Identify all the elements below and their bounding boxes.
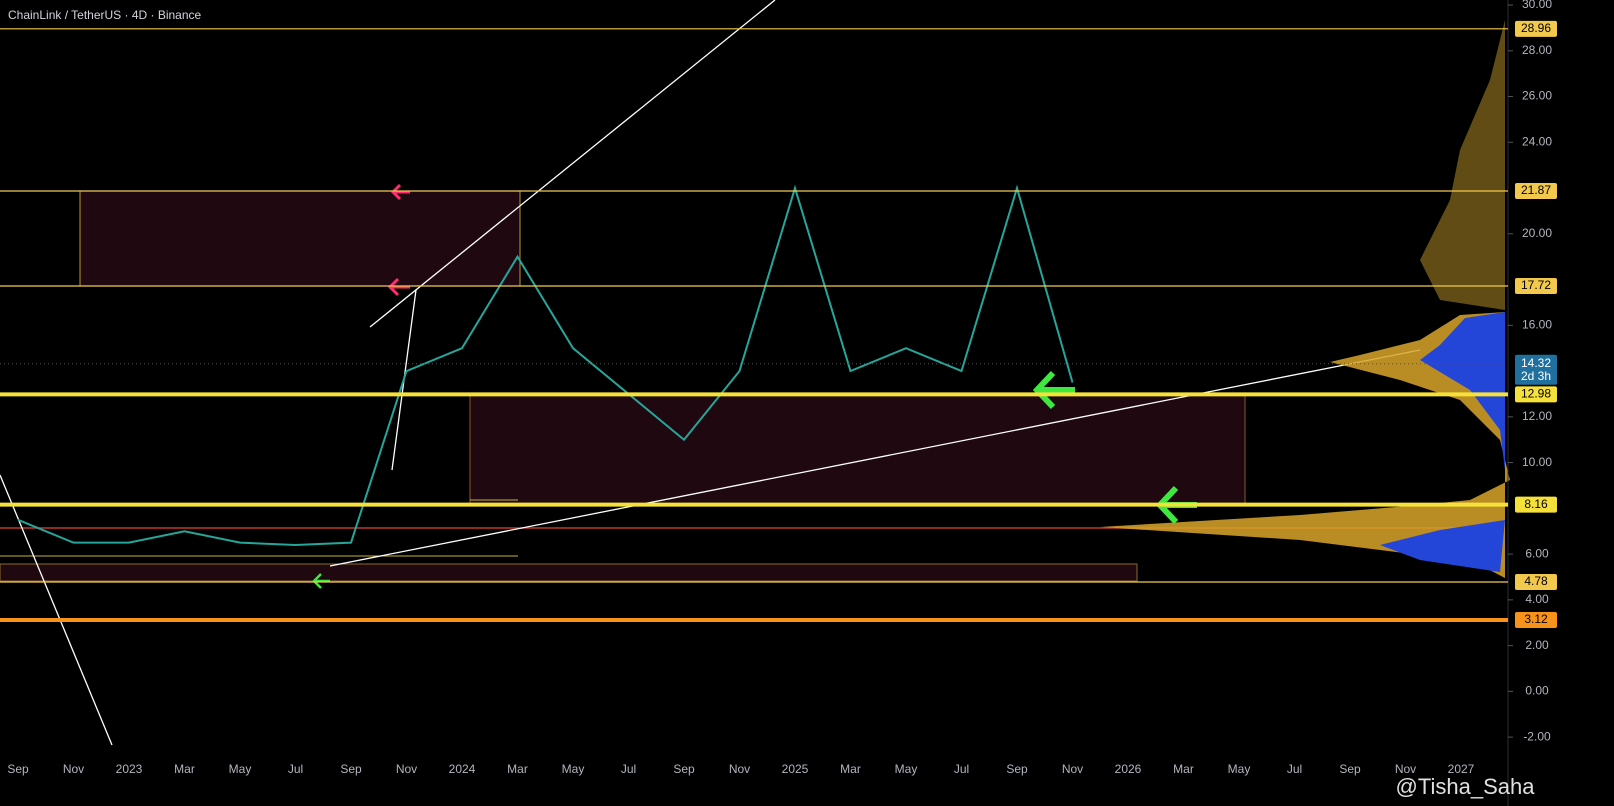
volume-profile xyxy=(1420,312,1505,470)
zone xyxy=(79,190,521,287)
zone xyxy=(469,393,1246,506)
x-tick-label: Mar xyxy=(174,762,195,776)
level-tag xyxy=(1515,386,1557,403)
x-tick-label: Sep xyxy=(7,762,29,776)
level-tag xyxy=(1515,611,1557,628)
y-tick-label: -2.00 xyxy=(1523,729,1551,743)
trendline xyxy=(329,349,1421,567)
x-axis-band xyxy=(0,760,1614,806)
x-tick-label: Jul xyxy=(621,762,636,776)
drawings xyxy=(0,0,1510,746)
arrow xyxy=(312,573,330,589)
x-tick-label: Sep xyxy=(340,762,362,776)
x-tick-label: 2025 xyxy=(782,762,809,776)
zone xyxy=(0,563,1138,582)
level-tag xyxy=(1515,277,1557,294)
y-tick-label: 12.00 xyxy=(1522,409,1552,423)
level-tag xyxy=(1515,574,1557,591)
x-tick-label: Jul xyxy=(288,762,303,776)
level-label: 12.98 xyxy=(1521,387,1551,401)
x-tick-label: Nov xyxy=(729,762,750,776)
level-label: 4.78 xyxy=(1524,574,1548,588)
level-label: 28.96 xyxy=(1521,21,1551,35)
y-tick-label: 6.00 xyxy=(1525,546,1549,560)
x-tick-label: Nov xyxy=(396,762,417,776)
last-price-tag xyxy=(1515,354,1557,385)
x-tick-label: May xyxy=(562,762,585,776)
volume-profile xyxy=(1420,20,1505,310)
x-tick-label: 2026 xyxy=(1115,762,1142,776)
x-tick-label: May xyxy=(229,762,252,776)
y-tick-label: 26.00 xyxy=(1522,89,1552,103)
y-tick-label: 0.00 xyxy=(1525,684,1549,698)
x-tick-label: Jul xyxy=(1287,762,1302,776)
x-tick-label: Sep xyxy=(673,762,695,776)
x-tick-label: Nov xyxy=(1395,762,1416,776)
level-tag xyxy=(1515,183,1557,200)
last-price-label: 14.32 xyxy=(1521,356,1551,370)
x-tick-label: Sep xyxy=(1339,762,1361,776)
x-tick-label: Nov xyxy=(63,762,84,776)
x-tick-label: 2023 xyxy=(116,762,143,776)
x-tick-label: Mar xyxy=(1173,762,1194,776)
level-label: 3.12 xyxy=(1524,612,1548,626)
x-tick-label: 2027 xyxy=(1448,762,1475,776)
x-tick-label: 2024 xyxy=(449,762,476,776)
x-tick-label: Mar xyxy=(840,762,861,776)
y-tick-label: 16.00 xyxy=(1522,317,1552,331)
y-tick-label: 24.00 xyxy=(1522,134,1552,148)
x-tick-label: Sep xyxy=(1006,762,1028,776)
x-tick-label: Mar xyxy=(507,762,528,776)
level-tag xyxy=(1515,496,1557,513)
x-tick-label: May xyxy=(1228,762,1251,776)
trendline xyxy=(369,0,776,328)
price-line xyxy=(17,184,1074,546)
y-tick-label: 2.00 xyxy=(1525,638,1549,652)
level-label: 21.87 xyxy=(1521,183,1551,197)
level-tag xyxy=(1515,20,1557,37)
y-tick-label: 4.00 xyxy=(1525,592,1549,606)
arrow xyxy=(387,183,410,297)
level-label: 8.16 xyxy=(1524,497,1548,511)
level-label: 17.72 xyxy=(1521,278,1551,292)
y-tick-label: 20.00 xyxy=(1522,226,1552,240)
countdown: 2d 3h xyxy=(1521,369,1551,383)
y-tick-label: 30.00 xyxy=(1522,0,1552,11)
y-tick-label: 10.00 xyxy=(1522,455,1552,469)
x-tick-label: Jul xyxy=(954,762,969,776)
y-tick-label: 28.00 xyxy=(1522,43,1552,57)
x-tick-label: May xyxy=(895,762,918,776)
chart-title: ChainLink / TetherUS · 4D · Binance xyxy=(8,8,202,22)
x-tick-label: Nov xyxy=(1062,762,1083,776)
volume-profile xyxy=(1100,312,1510,578)
volume-profile xyxy=(1380,520,1505,572)
watermark: @Tisha_Saha xyxy=(1396,774,1536,799)
